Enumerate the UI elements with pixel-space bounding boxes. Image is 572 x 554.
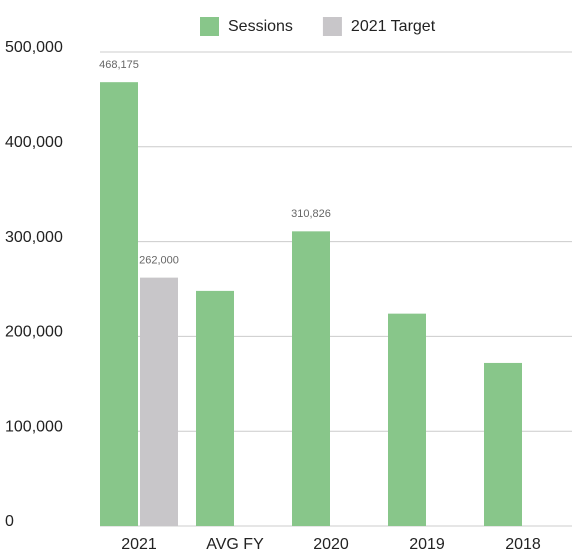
value-label: 310,826: [291, 208, 331, 220]
legend-label: 2021 Target: [351, 18, 436, 35]
legend-swatch: [322, 17, 342, 36]
bar: [484, 362, 522, 526]
y-tick-label: 400,000: [5, 134, 63, 151]
y-tick-label: 100,000: [5, 418, 63, 435]
y-tick-label: 300,000: [5, 229, 63, 246]
x-tick-label: 2018: [505, 536, 541, 553]
y-tick-label: 0: [5, 513, 14, 530]
x-tick-label: 2019: [409, 536, 445, 553]
legend-swatch: [200, 17, 219, 36]
y-tick-label: 500,000: [5, 39, 63, 56]
bar: [292, 231, 330, 526]
x-tick-label: 2021: [121, 536, 157, 553]
legend-label: Sessions: [228, 18, 293, 35]
bar: [140, 277, 178, 526]
bar: [196, 290, 234, 526]
bar: [388, 313, 426, 526]
bar: [100, 82, 138, 526]
x-tick-label: AVG FY: [206, 536, 264, 553]
value-label: 468,175: [99, 59, 139, 71]
y-tick-label: 200,000: [5, 324, 63, 341]
x-tick-label: 2020: [313, 536, 349, 553]
value-label: 262,000: [139, 255, 179, 267]
